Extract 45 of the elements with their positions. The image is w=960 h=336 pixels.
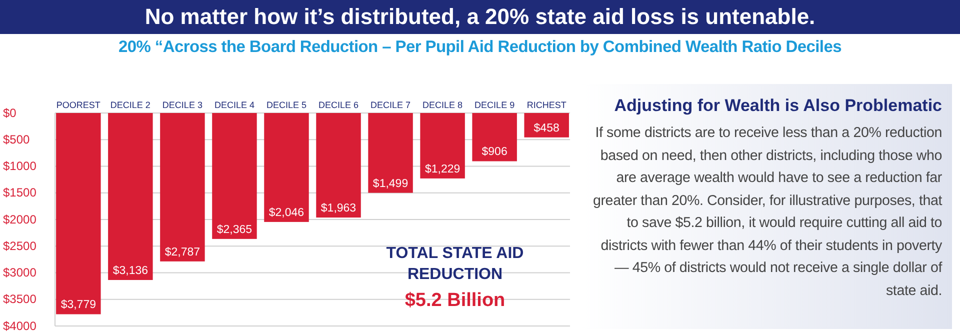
bar bbox=[368, 113, 413, 193]
data-label: $1,499 bbox=[372, 178, 408, 190]
data-label: $906 bbox=[482, 146, 508, 158]
bar bbox=[524, 113, 569, 138]
y-tick-label: $3000 bbox=[3, 266, 37, 280]
text: Adjusting for Wealth is Also Problematic bbox=[614, 96, 942, 116]
data-label: $3,779 bbox=[60, 299, 96, 312]
y-tick-label: $3500 bbox=[3, 292, 37, 306]
y-tick-label: $1000 bbox=[3, 159, 37, 174]
bar bbox=[160, 113, 205, 262]
bar bbox=[56, 113, 101, 314]
x-tick-label: DECILE 9 bbox=[474, 100, 515, 110]
x-tick-label: RICHEST bbox=[526, 100, 567, 110]
data-label: $3,136 bbox=[112, 264, 148, 277]
annotation: $5.2 Billion bbox=[404, 290, 506, 311]
chart-title: No matter how it’s distributed, a 20% state aid loss is untenable. bbox=[0, 0, 960, 34]
bar bbox=[264, 113, 309, 222]
x-tick-label: DECILE 5 bbox=[266, 100, 307, 110]
y-tick-label: $0 bbox=[3, 106, 17, 120]
bar bbox=[212, 113, 257, 239]
x-tick-label: DECILE 2 bbox=[110, 100, 150, 110]
bar bbox=[316, 113, 361, 218]
bar bbox=[472, 113, 517, 162]
data-label: $2,046 bbox=[268, 206, 304, 219]
bar bbox=[420, 113, 465, 178]
x-tick-label: DECILE 8 bbox=[422, 100, 463, 110]
x-tick-label: DECILE 6 bbox=[318, 100, 359, 110]
data-label: $1,963 bbox=[320, 202, 356, 215]
x-tick-label: DECILE 7 bbox=[370, 100, 411, 110]
y-tick-label: $1500 bbox=[3, 186, 37, 200]
y-tick-label: $2500 bbox=[3, 238, 37, 253]
x-tick-label: DECILE 3 bbox=[162, 100, 202, 110]
x-tick-label: POOREST bbox=[56, 100, 101, 110]
data-label: $458 bbox=[534, 122, 560, 134]
x-tick-label: DECILE 4 bbox=[214, 100, 254, 110]
y-tick-label: $2000 bbox=[3, 212, 37, 226]
data-label: $1,229 bbox=[424, 163, 460, 176]
chart-subtitle: 20% “Across the Board Reduction – Per Pupil Aid Reduction by Combined Wealth Ratio Deciles bbox=[118, 38, 842, 57]
annotation: TOTAL STATE AID REDUCTION bbox=[386, 245, 524, 283]
y-tick-label: $4000 bbox=[3, 318, 37, 333]
data-label: $2,787 bbox=[164, 246, 200, 258]
text: If some districts are to receive less than a 20% reduction based on need, then other districts, including those who are average wealth would have to see a reduction far greater than 20%. Consider, for illustrative purposes, that to save $5.2 billion, it would require cutting all aid to districts with fewer than 44% of their students in poverty — 45% of districts would not receive a single dollar of state aid. bbox=[592, 124, 942, 300]
data-label: $2,365 bbox=[216, 224, 252, 236]
bar bbox=[108, 113, 153, 280]
y-tick-label: $500 bbox=[3, 132, 30, 146]
